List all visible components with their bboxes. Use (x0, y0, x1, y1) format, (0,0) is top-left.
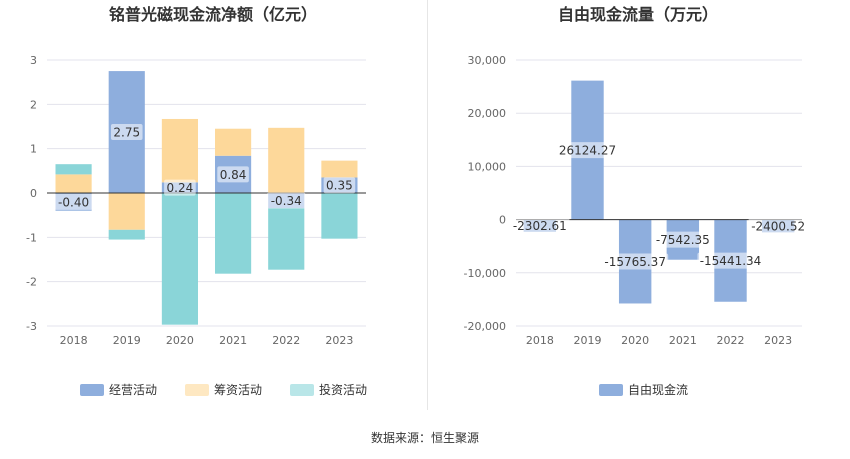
data-label: 2.75 (113, 126, 140, 140)
x-tick-label: 2020 (621, 334, 649, 347)
legend-swatch (599, 384, 623, 396)
x-tick-label: 2021 (219, 334, 247, 347)
data-label-bg (217, 166, 249, 183)
data-label: -2302.61 (513, 219, 567, 233)
legend-swatch (185, 384, 209, 396)
data-label: -15441.34 (700, 254, 762, 268)
data-label: -2400.52 (751, 219, 805, 233)
data-source-note: 数据来源：恒生聚源 (370, 431, 479, 445)
data-label-bg (510, 217, 570, 234)
cash-flow-net-chart: 铭普光磁现金流净额（亿元） -3 -2 -1 0 1 2 3 2018 2019 2020 2021 2… (26, 5, 367, 397)
x-tick-label: 2022 (272, 334, 300, 347)
data-label-bg (557, 142, 618, 159)
legend-label: 投资活动 (319, 382, 367, 397)
data-label: 0.35 (326, 179, 353, 193)
x-tick-label: 2019 (574, 334, 602, 347)
y-tick-label: -2 (26, 276, 37, 289)
data-label-bg (54, 193, 93, 210)
y-tick-label: 2 (30, 98, 37, 111)
legend-label: 自由现金流 (628, 382, 688, 397)
bar-1-2023 (321, 160, 358, 178)
bar-2-2021 (215, 193, 252, 274)
data-label-bg (653, 231, 713, 248)
data-label: 0.84 (220, 168, 247, 182)
data-label-bg (602, 253, 669, 270)
x-tick-label: 2021 (669, 334, 697, 347)
bar-2-2019 (108, 229, 145, 240)
bar-1-2019 (108, 193, 145, 230)
y-tick-label: -10,000 (464, 267, 506, 280)
free-cash-flow-chart: 自由现金流量（万元） -20,000 -10,000 0 10,000 20,000 30,… (464, 5, 808, 397)
x-tick-label: 2019 (113, 334, 141, 347)
legend-label: 筹资活动 (214, 383, 262, 397)
y-tick-label: -20,000 (464, 320, 506, 333)
bar-1-2021 (215, 128, 252, 156)
chart-title: 自由现金流量（万元） (558, 5, 718, 24)
bar-2-2020 (161, 193, 198, 325)
bar-1-2018 (55, 174, 92, 193)
y-tick-label: 10,000 (468, 160, 507, 173)
data-label: -0.40 (58, 195, 89, 209)
y-tick-label: 3 (30, 54, 37, 67)
legend-swatch (290, 384, 314, 396)
bar-1-2022 (268, 127, 305, 193)
data-label: -0.34 (271, 194, 302, 208)
bar-2-2018 (55, 164, 92, 175)
chart-title: 铭普光磁现金流净额（亿元） (109, 5, 317, 24)
x-tick-label: 2018 (526, 334, 554, 347)
data-label-bg (697, 252, 764, 269)
y-tick-label: 0 (30, 187, 37, 200)
y-tick-label: 0 (499, 214, 506, 227)
data-label-bg (164, 179, 196, 196)
data-label: 26124.27 (559, 144, 616, 158)
data-label-bg (267, 192, 306, 209)
x-tick-label: 2023 (764, 334, 792, 347)
data-label: 0.24 (167, 181, 194, 195)
panel-divider (427, 0, 428, 410)
bar-2-2023 (321, 193, 358, 239)
x-tick-label: 2022 (717, 334, 745, 347)
x-tick-label: 2023 (325, 334, 353, 347)
data-label-bg (323, 177, 356, 194)
x-tick-label: 2018 (60, 334, 88, 347)
x-tick-label: 2020 (166, 334, 194, 347)
bar-2-2022 (268, 208, 305, 270)
y-tick-label: -3 (26, 320, 37, 333)
y-tick-label: -1 (26, 231, 37, 244)
data-label-bg (748, 217, 808, 234)
legend-swatch (80, 384, 104, 396)
data-label: -7542.35 (656, 233, 710, 247)
data-label: -15765.37 (604, 255, 666, 269)
y-tick-label: 30,000 (468, 54, 507, 67)
y-tick-label: 1 (30, 143, 37, 156)
legend-label: 经营活动 (109, 383, 157, 397)
bar-1-2020 (161, 118, 198, 183)
data-label-bg (110, 124, 143, 141)
y-tick-label: 20,000 (468, 107, 507, 120)
